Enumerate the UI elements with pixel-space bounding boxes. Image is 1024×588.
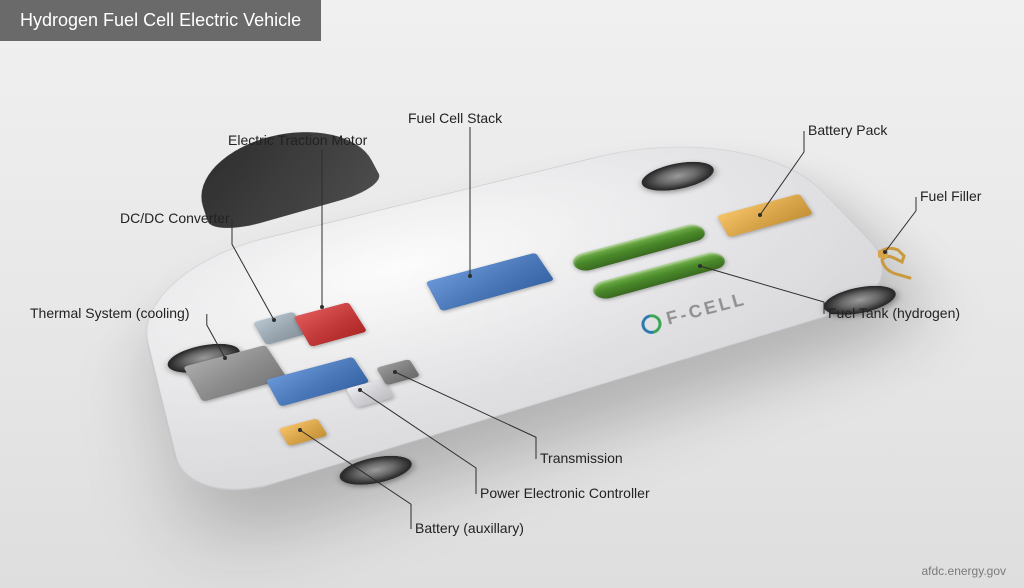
label-fuel-filler: Fuel Filler: [920, 188, 981, 204]
label-fuel-tank-hydrogen: Fuel Tank (hydrogen): [828, 305, 960, 321]
label-transmission: Transmission: [540, 450, 623, 466]
fuel-nozzle-icon: [878, 244, 918, 276]
label-electric-traction-motor: Electric Traction Motor: [228, 132, 367, 148]
label-battery-auxiliary: Battery (auxillary): [415, 520, 524, 536]
label-fuel-cell-stack: Fuel Cell Stack: [408, 110, 502, 126]
attribution-text: afdc.energy.gov: [922, 564, 1007, 578]
label-thermal-system: Thermal System (cooling): [30, 305, 190, 321]
label-dc-dc-converter: DC/DC Converter: [120, 210, 230, 226]
label-power-electronic-ctrl: Power Electronic Controller: [480, 485, 650, 501]
title-bar: Hydrogen Fuel Cell Electric Vehicle: [0, 0, 321, 41]
label-battery-pack: Battery Pack: [808, 122, 887, 138]
